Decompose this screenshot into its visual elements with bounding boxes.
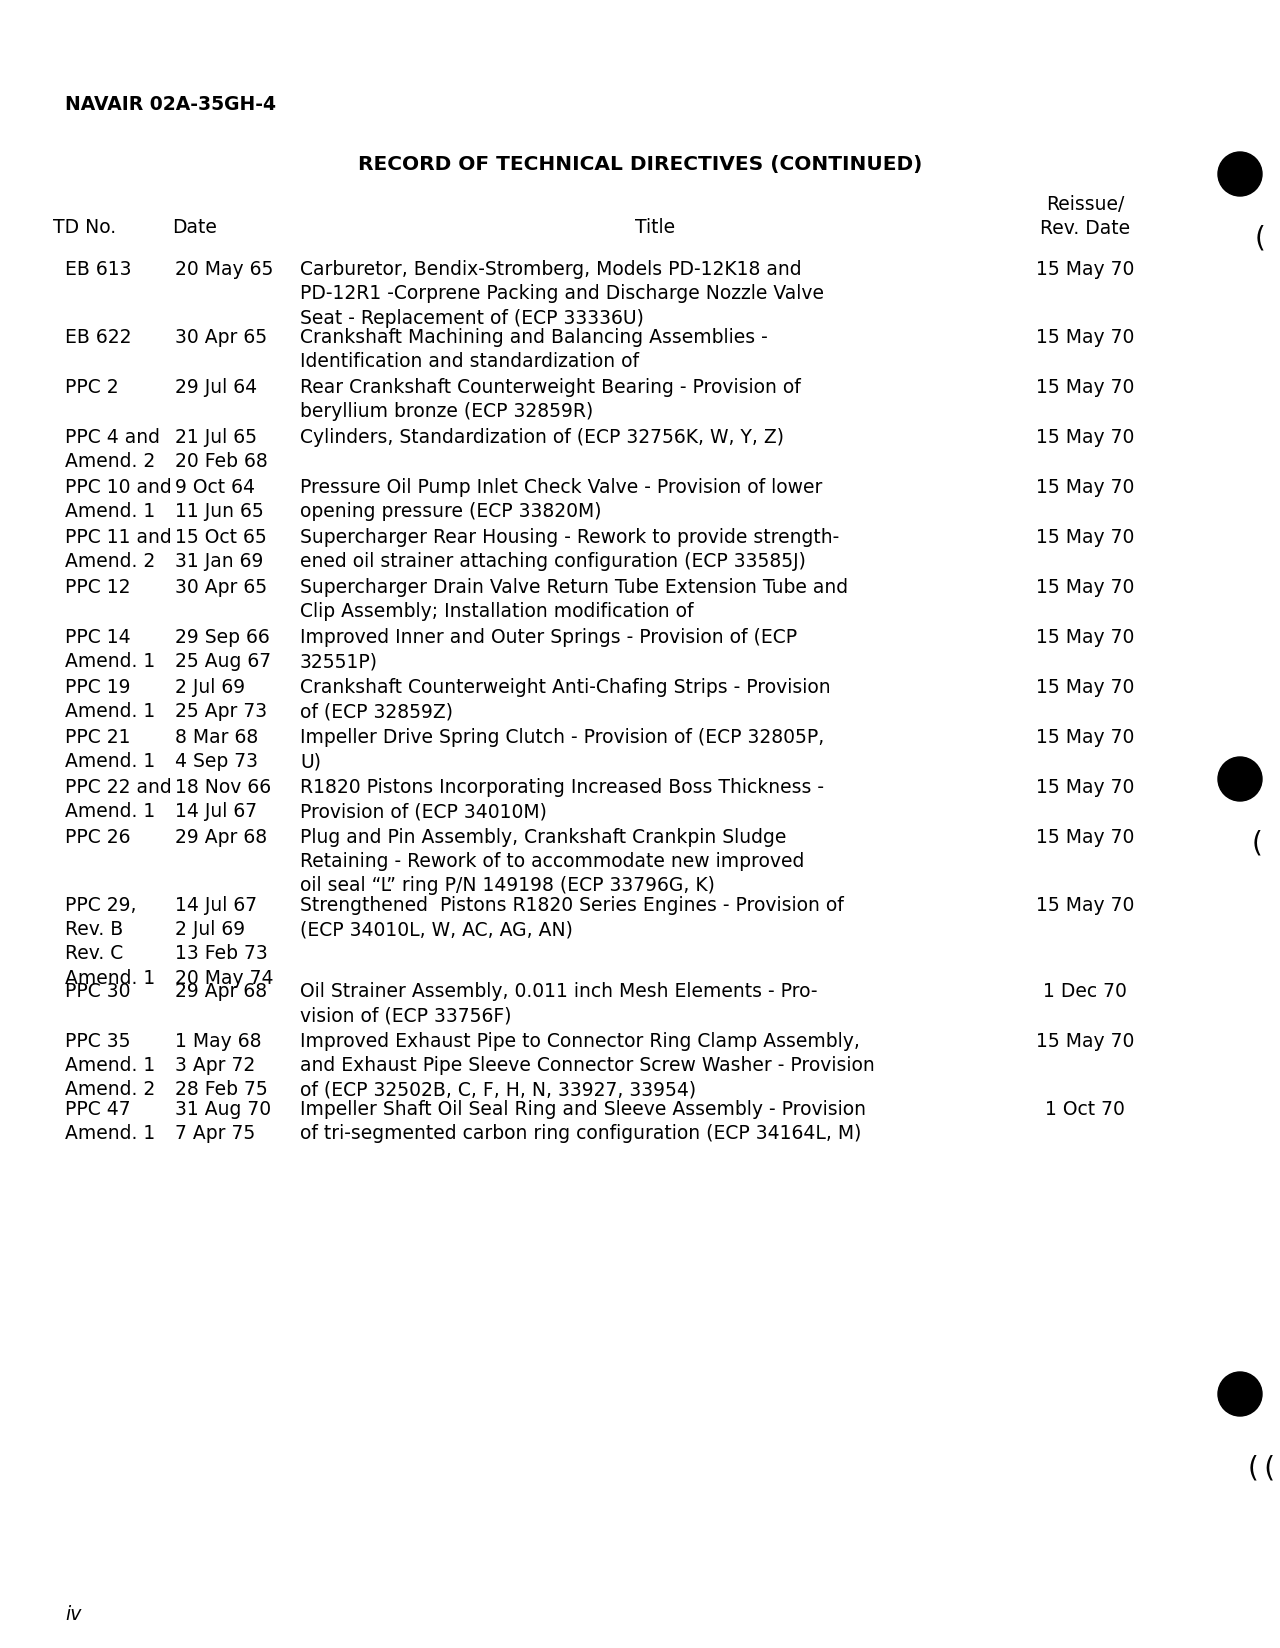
Text: PPC 29,
Rev. B
Rev. C
Amend. 1: PPC 29, Rev. B Rev. C Amend. 1 [65, 895, 155, 987]
Text: Carburetor, Bendix-Stromberg, Models PD-12K18 and
PD-12R1 -Corprene Packing and : Carburetor, Bendix-Stromberg, Models PD-… [300, 260, 824, 328]
Text: EB 613: EB 613 [65, 260, 132, 279]
Text: PPC 12: PPC 12 [65, 578, 131, 597]
Text: Oil Strainer Assembly, 0.011 inch Mesh Elements - Pro-
vision of (ECP 33756F): Oil Strainer Assembly, 0.011 inch Mesh E… [300, 982, 818, 1025]
Text: Improved Exhaust Pipe to Connector Ring Clamp Assembly,
and Exhaust Pipe Sleeve : Improved Exhaust Pipe to Connector Ring … [300, 1032, 874, 1099]
Text: 15 May 70: 15 May 70 [1036, 527, 1134, 547]
Circle shape [1219, 1373, 1262, 1416]
Text: Cylinders, Standardization of (ECP 32756K, W, Y, Z): Cylinders, Standardization of (ECP 32756… [300, 428, 783, 447]
Text: NAVAIR 02A-35GH-4: NAVAIR 02A-35GH-4 [65, 96, 276, 114]
Text: Crankshaft Machining and Balancing Assemblies -
Identification and standardizati: Crankshaft Machining and Balancing Assem… [300, 328, 768, 371]
Text: 15 May 70: 15 May 70 [1036, 895, 1134, 915]
Text: 29 Apr 68: 29 Apr 68 [175, 827, 268, 847]
Text: ( (: ( ( [1248, 1454, 1275, 1482]
Text: 15 Oct 65
31 Jan 69: 15 Oct 65 31 Jan 69 [175, 527, 266, 570]
Text: 1 Oct 70: 1 Oct 70 [1044, 1099, 1125, 1119]
Text: 21 Jul 65
20 Feb 68: 21 Jul 65 20 Feb 68 [175, 428, 268, 471]
Text: 15 May 70: 15 May 70 [1036, 1032, 1134, 1050]
Text: 15 May 70: 15 May 70 [1036, 578, 1134, 597]
Text: 15 May 70: 15 May 70 [1036, 677, 1134, 697]
Text: Improved Inner and Outer Springs - Provision of (ECP
32551P): Improved Inner and Outer Springs - Provi… [300, 628, 797, 671]
Text: 29 Apr 68: 29 Apr 68 [175, 982, 268, 1000]
Text: 31 Aug 70
7 Apr 75: 31 Aug 70 7 Apr 75 [175, 1099, 271, 1142]
Text: PPC 21
Amend. 1: PPC 21 Amend. 1 [65, 727, 155, 771]
Text: Title: Title [635, 218, 675, 237]
Text: PPC 19
Amend. 1: PPC 19 Amend. 1 [65, 677, 155, 720]
Text: 30 Apr 65: 30 Apr 65 [175, 328, 268, 346]
Text: Impeller Drive Spring Clutch - Provision of (ECP 32805P,
U): Impeller Drive Spring Clutch - Provision… [300, 727, 824, 771]
Text: 2 Jul 69
25 Apr 73: 2 Jul 69 25 Apr 73 [175, 677, 268, 720]
Text: Rear Crankshaft Counterweight Bearing - Provision of
beryllium bronze (ECP 32859: Rear Crankshaft Counterweight Bearing - … [300, 377, 801, 420]
Text: RECORD OF TECHNICAL DIRECTIVES (CONTINUED): RECORD OF TECHNICAL DIRECTIVES (CONTINUE… [358, 155, 922, 175]
Text: iv: iv [65, 1604, 82, 1623]
Text: Supercharger Rear Housing - Rework to provide strength-
ened oil strainer attach: Supercharger Rear Housing - Rework to pr… [300, 527, 840, 570]
Text: 15 May 70: 15 May 70 [1036, 827, 1134, 847]
Text: 15 May 70: 15 May 70 [1036, 727, 1134, 747]
Text: 15 May 70: 15 May 70 [1036, 328, 1134, 346]
Text: Plug and Pin Assembly, Crankshaft Crankpin Sludge
Retaining - Rework of to accom: Plug and Pin Assembly, Crankshaft Crankp… [300, 827, 804, 895]
Circle shape [1219, 153, 1262, 196]
Text: Date: Date [173, 218, 218, 237]
Text: PPC 14
Amend. 1: PPC 14 Amend. 1 [65, 628, 155, 671]
Text: PPC 2: PPC 2 [65, 377, 119, 397]
Text: 20 May 65: 20 May 65 [175, 260, 274, 279]
Text: 8 Mar 68
4 Sep 73: 8 Mar 68 4 Sep 73 [175, 727, 259, 771]
Text: R1820 Pistons Incorporating Increased Boss Thickness -
Provision of (ECP 34010M): R1820 Pistons Incorporating Increased Bo… [300, 778, 824, 821]
Text: 30 Apr 65: 30 Apr 65 [175, 578, 268, 597]
Text: PPC 26: PPC 26 [65, 827, 131, 847]
Text: 1 May 68
3 Apr 72
28 Feb 75: 1 May 68 3 Apr 72 28 Feb 75 [175, 1032, 268, 1099]
Text: 29 Jul 64: 29 Jul 64 [175, 377, 257, 397]
Circle shape [1219, 758, 1262, 801]
Text: Impeller Shaft Oil Seal Ring and Sleeve Assembly - Provision
of tri-segmented ca: Impeller Shaft Oil Seal Ring and Sleeve … [300, 1099, 867, 1142]
Text: 15 May 70: 15 May 70 [1036, 628, 1134, 646]
Text: 15 May 70: 15 May 70 [1036, 260, 1134, 279]
Text: PPC 35
Amend. 1
Amend. 2: PPC 35 Amend. 1 Amend. 2 [65, 1032, 155, 1099]
Text: (: ( [1252, 829, 1263, 857]
Text: PPC 10 and
Amend. 1: PPC 10 and Amend. 1 [65, 478, 172, 521]
Text: Strengthened  Pistons R1820 Series Engines - Provision of
(ECP 34010L, W, AC, AG: Strengthened Pistons R1820 Series Engine… [300, 895, 844, 939]
Text: 18 Nov 66
14 Jul 67: 18 Nov 66 14 Jul 67 [175, 778, 271, 821]
Text: EB 622: EB 622 [65, 328, 132, 346]
Text: 15 May 70: 15 May 70 [1036, 478, 1134, 496]
Text: (: ( [1254, 224, 1266, 252]
Text: PPC 30: PPC 30 [65, 982, 131, 1000]
Text: 29 Sep 66
25 Aug 67: 29 Sep 66 25 Aug 67 [175, 628, 271, 671]
Text: Reissue/
Rev. Date: Reissue/ Rev. Date [1039, 194, 1130, 237]
Text: PPC 22 and
Amend. 1: PPC 22 and Amend. 1 [65, 778, 172, 821]
Text: Crankshaft Counterweight Anti-Chafing Strips - Provision
of (ECP 32859Z): Crankshaft Counterweight Anti-Chafing St… [300, 677, 831, 720]
Text: 9 Oct 64
11 Jun 65: 9 Oct 64 11 Jun 65 [175, 478, 264, 521]
Text: 14 Jul 67
2 Jul 69
13 Feb 73
20 May 74: 14 Jul 67 2 Jul 69 13 Feb 73 20 May 74 [175, 895, 274, 987]
Text: 15 May 70: 15 May 70 [1036, 778, 1134, 796]
Text: Pressure Oil Pump Inlet Check Valve - Provision of lower
opening pressure (ECP 3: Pressure Oil Pump Inlet Check Valve - Pr… [300, 478, 822, 521]
Text: PPC 47
Amend. 1: PPC 47 Amend. 1 [65, 1099, 155, 1142]
Text: 15 May 70: 15 May 70 [1036, 377, 1134, 397]
Text: TD No.: TD No. [54, 218, 116, 237]
Text: 15 May 70: 15 May 70 [1036, 428, 1134, 447]
Text: 1 Dec 70: 1 Dec 70 [1043, 982, 1126, 1000]
Text: PPC 11 and
Amend. 2: PPC 11 and Amend. 2 [65, 527, 172, 570]
Text: Supercharger Drain Valve Return Tube Extension Tube and
Clip Assembly; Installat: Supercharger Drain Valve Return Tube Ext… [300, 578, 849, 621]
Text: PPC 4 and
Amend. 2: PPC 4 and Amend. 2 [65, 428, 160, 471]
